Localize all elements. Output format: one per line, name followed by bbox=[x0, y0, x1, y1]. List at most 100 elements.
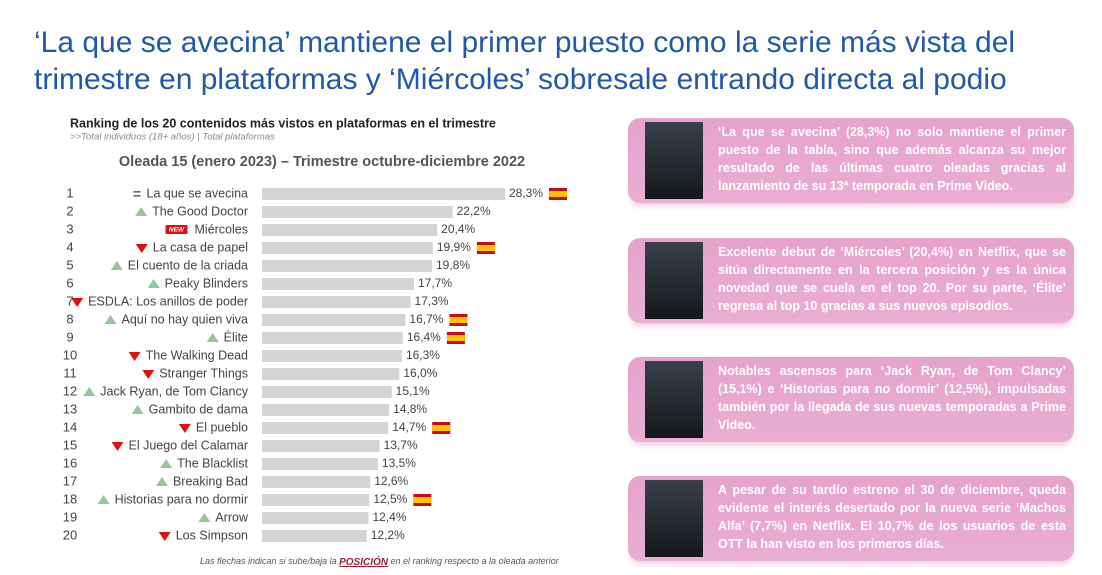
bar bbox=[262, 224, 438, 236]
flag-yellow bbox=[446, 335, 465, 341]
bar bbox=[262, 530, 367, 542]
value-label: 15,1% bbox=[396, 384, 430, 398]
rank: 4 bbox=[66, 239, 73, 254]
footnote: Las flechas indican si sube/baja la POSI… bbox=[200, 555, 560, 568]
trend-down bbox=[158, 532, 171, 541]
category-label: Breaking Bad bbox=[173, 474, 248, 488]
trend-up bbox=[206, 333, 219, 342]
new-badge bbox=[165, 225, 188, 234]
category-label: La casa de papel bbox=[153, 240, 248, 254]
rank: 7 bbox=[66, 293, 73, 308]
category-label: Stranger Things bbox=[159, 366, 248, 380]
trend-up bbox=[97, 495, 110, 504]
trend-down bbox=[71, 298, 84, 307]
category-label: Élite bbox=[224, 329, 248, 344]
category-label: Gambito de dama bbox=[149, 402, 248, 416]
category-label: Peaky Blinders bbox=[165, 276, 248, 290]
trend-up bbox=[110, 261, 123, 270]
bar bbox=[262, 350, 402, 362]
value-label: 12,6% bbox=[374, 474, 408, 488]
category-label: Miércoles bbox=[195, 222, 249, 236]
category-label: La que se avecina bbox=[147, 186, 249, 200]
category-label: Aquí no hay quien viva bbox=[122, 312, 249, 326]
panel-text: ‘La que se avecina’ (28,3%) no solo mant… bbox=[718, 125, 1066, 193]
footnote-part: Las flechas indican si sube/baja la bbox=[200, 556, 339, 566]
value-label: 16,7% bbox=[409, 312, 443, 326]
bar bbox=[262, 422, 389, 434]
rank: 20 bbox=[63, 527, 77, 542]
rank: 9 bbox=[66, 329, 73, 344]
panel-text: Notables ascensos para ‘Jack Ryan, de To… bbox=[718, 364, 1066, 432]
bar bbox=[262, 206, 453, 218]
trend-down bbox=[128, 352, 141, 361]
bar bbox=[262, 404, 390, 416]
bar bbox=[262, 458, 378, 470]
category-label: ESDLA: Los anillos de poder bbox=[88, 294, 248, 308]
bar bbox=[262, 278, 414, 290]
trend-up bbox=[135, 207, 148, 216]
bar bbox=[262, 494, 370, 506]
bar bbox=[262, 260, 433, 272]
trend-down bbox=[111, 442, 124, 451]
category-label: Los Simpson bbox=[176, 528, 248, 542]
category-label: The Walking Dead bbox=[146, 348, 248, 362]
value-label: 17,3% bbox=[415, 294, 449, 308]
bar bbox=[262, 512, 369, 524]
rank: 12 bbox=[63, 383, 77, 398]
rank: 19 bbox=[63, 509, 77, 524]
value-label: 20,4% bbox=[441, 222, 475, 236]
value-label: 13,5% bbox=[382, 456, 416, 470]
trend-down bbox=[135, 244, 148, 253]
rank: 14 bbox=[63, 419, 77, 434]
category-label: The Blacklist bbox=[177, 456, 248, 470]
bar bbox=[262, 476, 371, 488]
chart-subtitle: >>Total individuos (18+ años) | Total pl… bbox=[70, 132, 275, 143]
trend-down bbox=[178, 424, 191, 433]
value-label: 19,9% bbox=[437, 240, 471, 254]
bar bbox=[262, 314, 406, 326]
rank: 1 bbox=[66, 185, 73, 200]
bar bbox=[262, 386, 392, 398]
value-label: 19,8% bbox=[436, 258, 470, 272]
value-label: 16,4% bbox=[407, 330, 441, 344]
chart-heading: Oleada 15 (enero 2023) – Trimestre octub… bbox=[119, 154, 525, 170]
flag-yellow bbox=[549, 191, 568, 197]
value-label: 22,2% bbox=[457, 204, 491, 218]
flag-yellow bbox=[449, 317, 468, 323]
trend-up bbox=[155, 477, 168, 486]
poster bbox=[645, 361, 703, 438]
bar bbox=[262, 368, 400, 380]
category-label: Historias para no dormir bbox=[115, 492, 248, 506]
category-label: Arrow bbox=[215, 510, 249, 524]
rank: 18 bbox=[63, 491, 77, 506]
chart-title: Ranking de los 20 contenidos más vistos … bbox=[70, 116, 496, 130]
poster bbox=[645, 480, 703, 557]
rank: 17 bbox=[63, 473, 77, 488]
bar bbox=[262, 242, 433, 254]
value-label: 28,3% bbox=[509, 186, 543, 200]
category-label: Jack Ryan, de Tom Clancy bbox=[100, 384, 248, 398]
poster bbox=[645, 122, 703, 199]
category-label: El cuento de la criada bbox=[128, 258, 248, 272]
info-panel: A pesar de su tardío estreno el 30 de di… bbox=[628, 476, 1074, 561]
value-label: 16,0% bbox=[403, 366, 437, 380]
info-panel: ‘La que se avecina’ (28,3%) no solo mant… bbox=[628, 118, 1074, 203]
category-label: El pueblo bbox=[196, 420, 248, 434]
rank: 2 bbox=[66, 203, 73, 218]
rank: 13 bbox=[63, 401, 77, 416]
value-label: 14,8% bbox=[393, 402, 427, 416]
value-label: 13,7% bbox=[384, 438, 418, 452]
rank: 16 bbox=[63, 455, 77, 470]
rank: 10 bbox=[63, 347, 77, 362]
trend-up bbox=[147, 279, 160, 288]
trend-up bbox=[83, 387, 96, 396]
category-label: The Good Doctor bbox=[152, 204, 248, 218]
trend-equal bbox=[133, 195, 141, 197]
trend-up bbox=[160, 459, 173, 468]
value-label: 12,2% bbox=[371, 528, 405, 542]
rank: 3 bbox=[66, 221, 73, 236]
slide-title: trimestre en plataformas y ‘Miércoles’ s… bbox=[34, 63, 1007, 96]
value-label: 17,7% bbox=[418, 276, 452, 290]
